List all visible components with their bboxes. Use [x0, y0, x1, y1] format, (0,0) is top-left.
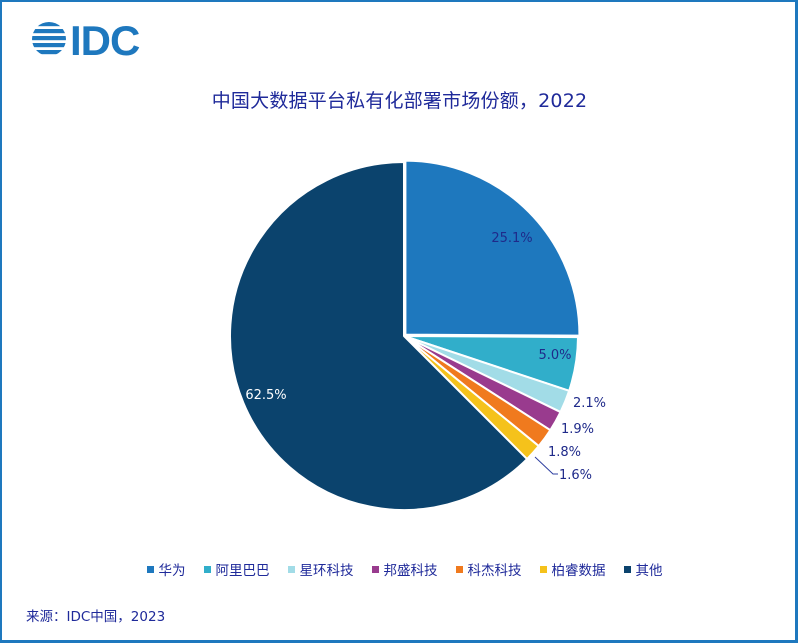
idc-logo: IDC — [32, 18, 141, 60]
legend-item: 柏睿数据 — [539, 559, 606, 579]
legend-item: 阿里巴巴 — [203, 559, 270, 579]
legend-item: 邦盛科技 — [371, 559, 438, 579]
legend-item: 其他 — [623, 559, 663, 579]
legend-swatch — [539, 565, 547, 573]
legend-swatch — [455, 565, 463, 573]
legend-swatch — [146, 565, 154, 573]
pie-slice-6 — [229, 161, 529, 511]
legend-swatch — [371, 565, 379, 573]
idc-globe-icon — [32, 22, 66, 55]
source-note: 来源：IDC中国，2023 — [26, 609, 166, 625]
data-label-0: 25.1% — [491, 231, 532, 246]
data-label-2: 2.1% — [573, 396, 606, 411]
legend-label: 星环科技 — [299, 563, 354, 579]
data-label-4: 1.8% — [548, 445, 581, 460]
legend-item: 星环科技 — [287, 559, 354, 579]
pie-slice-0 — [404, 159, 581, 337]
chart-title: 中国大数据平台私有化部署市场份额，2022 — [211, 90, 588, 112]
legend-item: 科杰科技 — [455, 559, 522, 579]
data-label-1: 5.0% — [538, 348, 571, 363]
legend-item: 华为 — [146, 559, 186, 579]
legend-swatch — [203, 565, 211, 573]
idc-logo-text: IDC — [70, 18, 140, 60]
legend-swatch — [623, 565, 631, 573]
legend-label: 阿里巴巴 — [215, 563, 270, 579]
legend-swatch — [287, 565, 295, 573]
legend-label: 柏睿数据 — [551, 563, 606, 579]
data-label-3: 1.9% — [561, 422, 594, 437]
legend-label: 邦盛科技 — [383, 563, 438, 579]
legend-label: 其他 — [635, 563, 663, 579]
leader-line — [534, 456, 558, 475]
chart-legend: 华为 阿里巴巴 星环科技 邦盛科技 科杰科技 柏睿数据 其他 — [0, 559, 799, 579]
data-label-5: 1.6% — [559, 468, 592, 483]
legend-label: 华为 — [158, 563, 186, 579]
data-label-6: 62.5% — [245, 388, 286, 403]
legend-label: 科杰科技 — [467, 563, 522, 579]
